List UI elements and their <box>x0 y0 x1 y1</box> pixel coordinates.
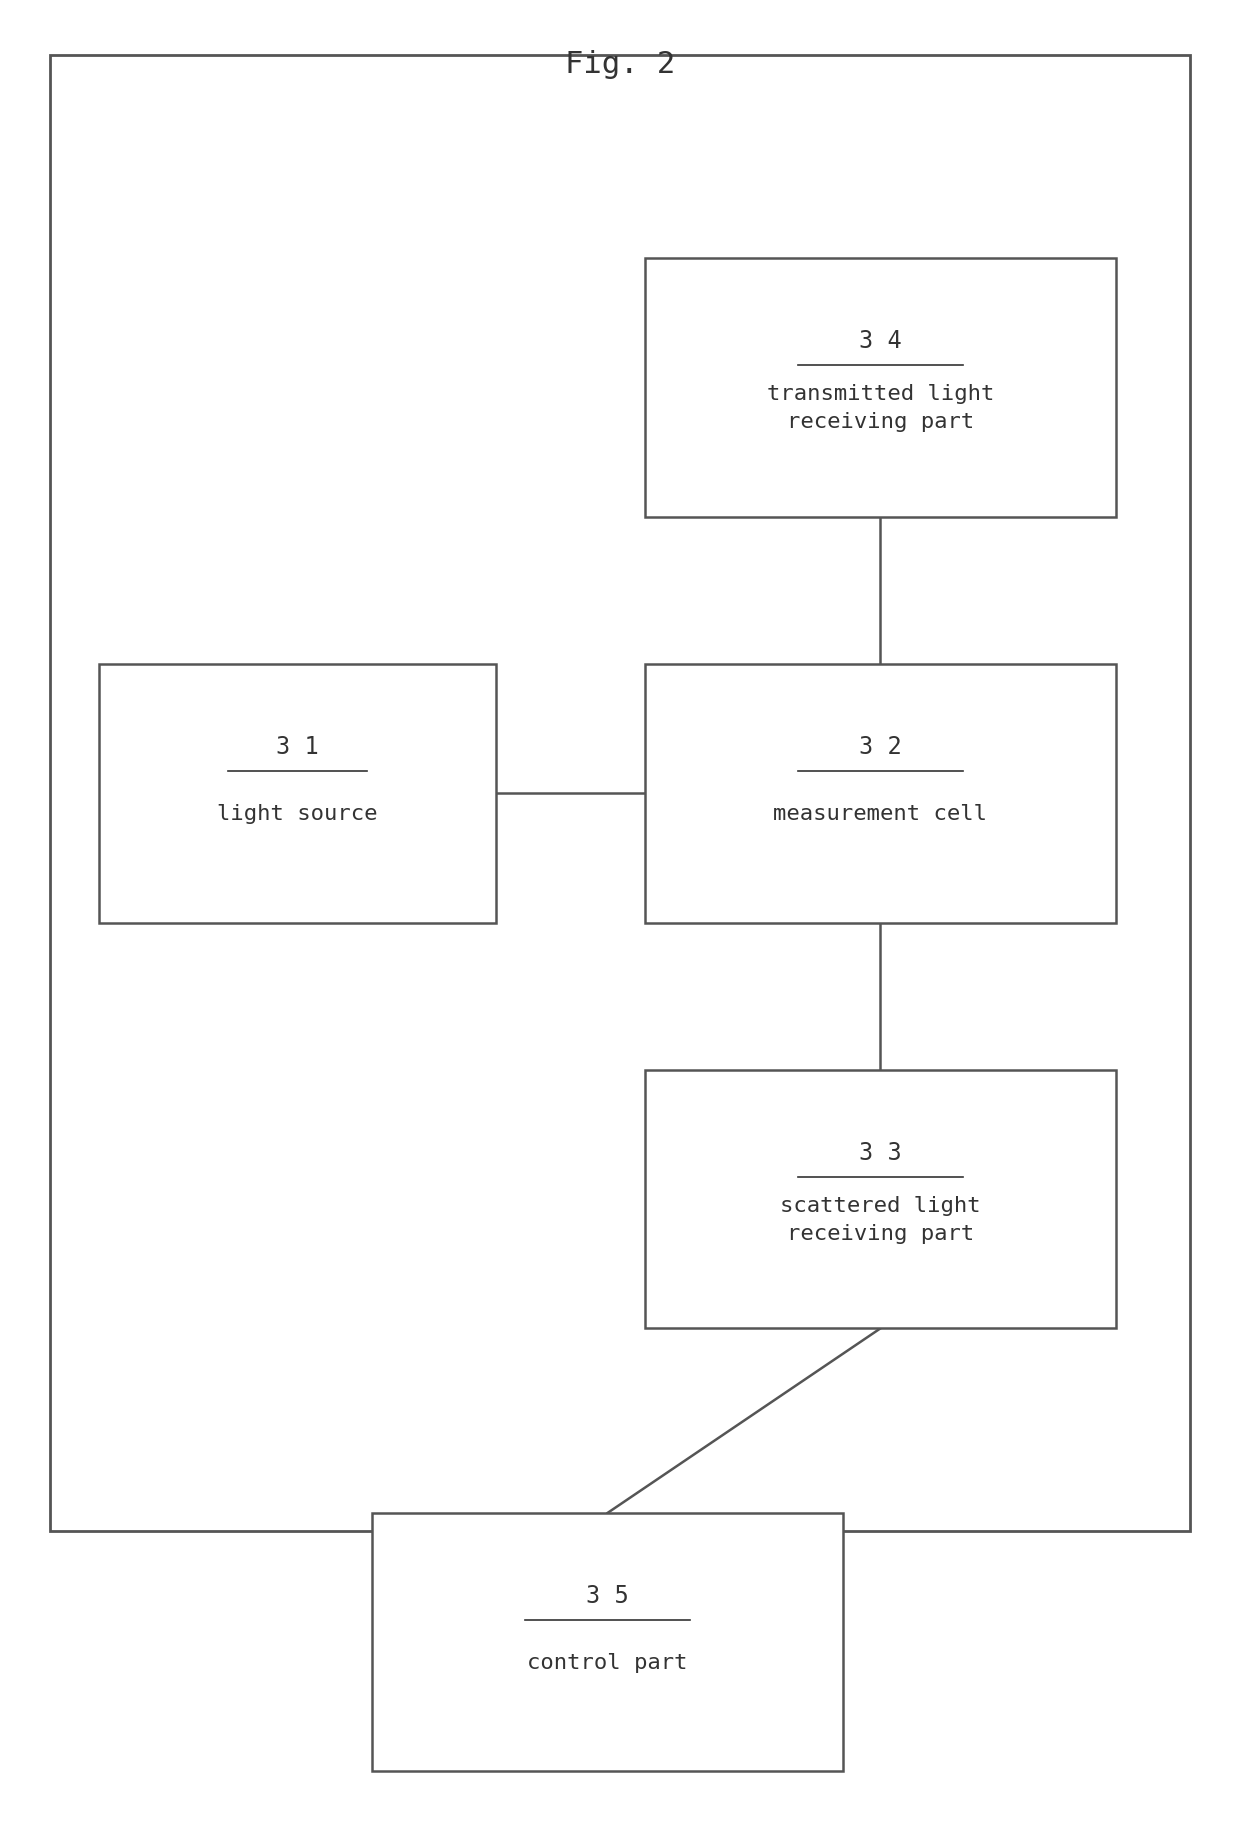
Bar <box>372 1513 843 1771</box>
Text: measurement cell: measurement cell <box>774 804 987 825</box>
Text: 3 5: 3 5 <box>587 1583 629 1607</box>
Text: transmitted light
receiving part: transmitted light receiving part <box>766 384 994 432</box>
Text: Fig. 2: Fig. 2 <box>565 50 675 79</box>
Text: 3 2: 3 2 <box>859 734 901 758</box>
Bar <box>645 664 1116 922</box>
Text: 3 3: 3 3 <box>859 1140 901 1164</box>
Text: 3 4: 3 4 <box>859 328 901 352</box>
Bar <box>99 664 496 922</box>
Bar <box>645 258 1116 517</box>
Text: scattered light
receiving part: scattered light receiving part <box>780 1196 981 1244</box>
Text: 3 1: 3 1 <box>277 734 319 758</box>
Bar <box>50 55 1190 1531</box>
Text: light source: light source <box>217 804 378 825</box>
Bar <box>645 1070 1116 1328</box>
Text: control part: control part <box>527 1653 688 1673</box>
